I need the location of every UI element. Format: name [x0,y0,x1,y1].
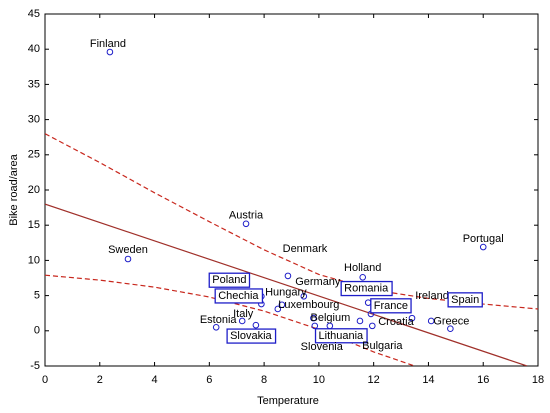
point-label: Bulgaria [362,340,403,352]
x-tick-label: 8 [261,374,267,386]
point-label: Chechia [218,290,259,302]
x-axis-label: Temperature [257,395,319,407]
point-label: Croatia [378,316,414,328]
point [427,317,435,325]
x-tick-label: 0 [42,374,48,386]
fit-line [45,203,528,366]
y-tick-label: 25 [28,149,40,161]
y-axis-label: Bike road/area [8,153,20,225]
point [212,323,220,331]
x-tick-label: 4 [151,374,157,386]
point-label: Sweden [108,244,148,256]
point [274,305,282,313]
point-label: France [374,300,408,312]
point [310,314,317,322]
plot-frame [44,13,539,367]
label-box [447,292,483,308]
point-label: Germany [295,276,341,288]
x-tick-label: 10 [313,374,325,386]
point [368,322,376,330]
point-label: Romania [344,283,389,295]
confidence-band [45,274,415,366]
point-label: Slovakia [230,330,272,342]
point-label: Holland [344,262,381,274]
point-label: Estonia [200,314,238,326]
point [300,293,308,300]
point [284,272,292,280]
y-tick-label: -5 [30,360,40,372]
point-label: Finland [90,38,126,50]
x-tick-label: 16 [477,374,489,386]
point [447,325,454,332]
x-tick-label: 14 [422,374,434,386]
point-label: Greece [433,316,469,328]
x-tick-label: 2 [97,374,103,386]
y-tick-label: 40 [28,43,40,55]
point-label: Portugal [463,233,504,245]
y-tick-label: 45 [28,8,40,20]
label-box [340,280,393,297]
point [124,255,132,263]
point [479,243,487,251]
point-label: Italy [233,308,254,320]
point-label: Spain [451,294,479,306]
point [238,317,246,325]
label-box [226,328,277,344]
point-label: Hungary [265,287,307,299]
point [356,317,364,325]
point-label: Austria [229,210,264,222]
point [408,314,416,322]
point-label: Ireland [415,290,449,302]
label-box [214,288,264,304]
point-label: Denmark [283,243,328,255]
label-box [370,298,412,314]
point [242,220,250,228]
point [364,299,372,306]
point-label: Lithuania [319,330,365,342]
point [359,273,367,281]
point [278,301,286,309]
y-tick-label: 10 [28,254,40,266]
y-tick-label: 35 [28,78,40,90]
x-tick-label: 6 [206,374,212,386]
point-label: Poland [212,274,246,286]
y-tick-label: 30 [28,114,40,126]
point [252,321,260,329]
point [311,322,319,330]
y-tick-label: 20 [28,184,40,196]
point-label: Slovenia [301,341,344,353]
x-tick-label: 12 [368,374,380,386]
label-box [314,328,368,344]
label-box [208,272,251,288]
y-tick-label: 5 [34,290,40,302]
point-label: Luxembourg [278,299,339,311]
point [106,48,114,56]
x-tick-label: 18 [532,374,544,386]
y-tick-label: 15 [28,219,40,231]
y-tick-label: 0 [34,325,40,337]
point-label: Belgium [311,312,351,324]
